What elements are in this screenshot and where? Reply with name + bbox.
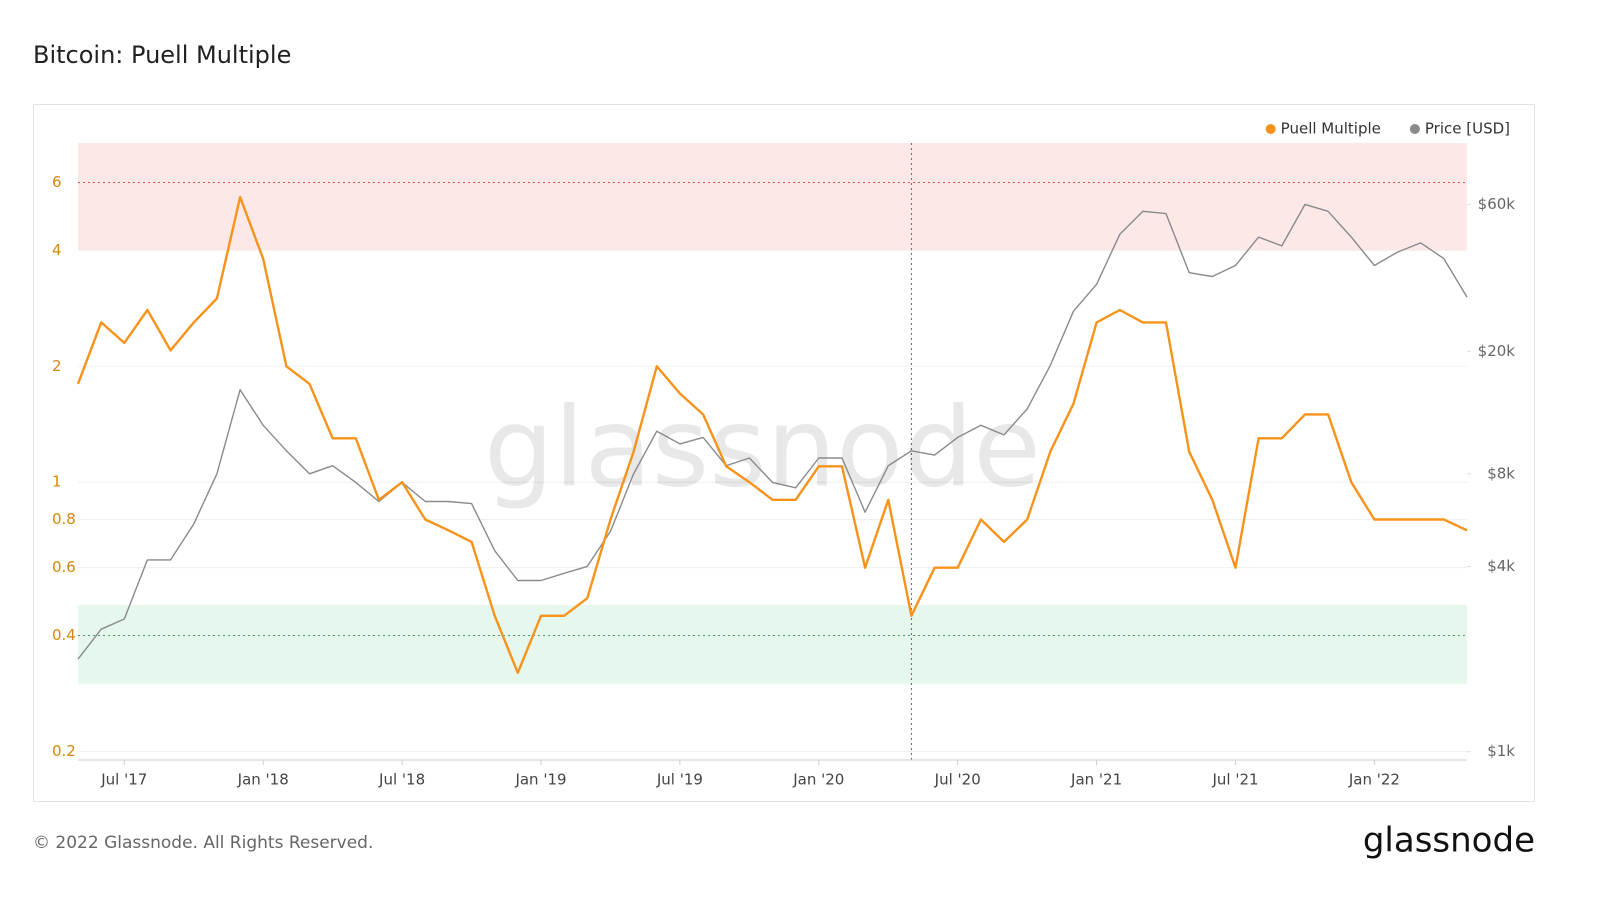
x-tick-label: Jan '20 xyxy=(792,771,844,789)
zone-band xyxy=(78,604,1467,684)
x-tick-label: Jan '19 xyxy=(514,771,566,789)
y-tick-label: 0.6 xyxy=(52,558,76,576)
x-tick-label: Jul '21 xyxy=(1211,771,1258,789)
x-tick-label: Jan '21 xyxy=(1070,771,1122,789)
x-tick-label: Jul '17 xyxy=(100,771,147,789)
logo: glassnode xyxy=(1363,821,1535,861)
y-tick-label: 4 xyxy=(52,241,62,259)
footer: © 2022 Glassnode. All Rights Reserved. xyxy=(33,833,373,853)
series-line xyxy=(77,203,1468,660)
x-tick-label: Jul '19 xyxy=(656,771,703,789)
x-tick-label: Jul '20 xyxy=(934,771,981,789)
x-tick-label: Jan '18 xyxy=(237,771,289,789)
y-tick-label: 2 xyxy=(52,357,62,375)
x-tick-label: Jul '18 xyxy=(378,771,425,789)
y2-tick-label: $4k xyxy=(1487,557,1515,575)
y2-tick-label: $60k xyxy=(1478,195,1516,213)
legend-marker xyxy=(1409,124,1420,134)
y-tick-label: 0.4 xyxy=(52,626,76,644)
legend-label: Puell Multiple xyxy=(1281,120,1381,138)
series-line xyxy=(76,195,1468,674)
y-tick-label: 0.2 xyxy=(52,742,76,760)
chart-title: Bitcoin: Puell Multiple xyxy=(33,41,291,69)
y2-tick-label: $20k xyxy=(1478,342,1516,360)
legend-label: Price [USD] xyxy=(1425,120,1510,138)
legend-marker xyxy=(1265,124,1276,134)
y-tick-label: 0.8 xyxy=(52,510,76,528)
x-tick-label: Jan '22 xyxy=(1348,771,1400,789)
y2-tick-label: $8k xyxy=(1487,464,1515,482)
watermark: glassnode xyxy=(484,383,1041,511)
y-tick-label: 6 xyxy=(52,173,62,191)
y-tick-label: 1 xyxy=(52,473,62,491)
y2-tick-label: $1k xyxy=(1487,742,1515,760)
zone-band xyxy=(78,143,1467,251)
